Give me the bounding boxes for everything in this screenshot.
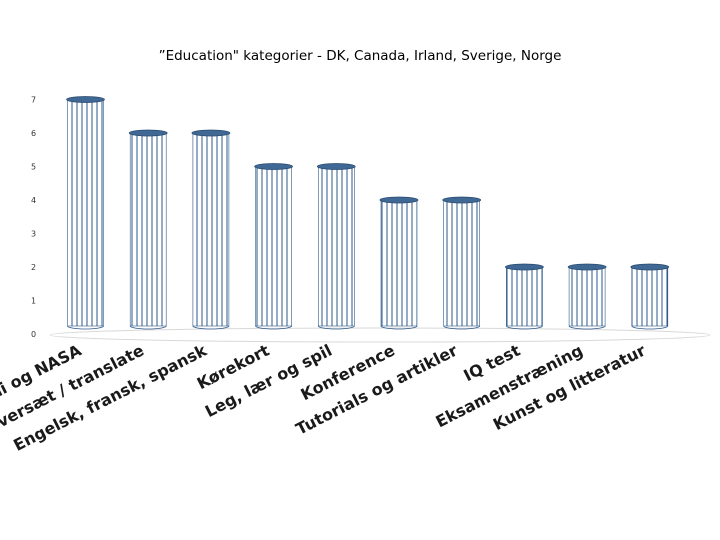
bar-top (316, 163, 356, 170)
y-tick-label: 0 (31, 330, 36, 339)
bar (254, 163, 294, 330)
y-tick-label: 1 (31, 297, 36, 306)
bar-top (442, 196, 482, 204)
bar-base (67, 325, 104, 330)
bar (128, 129, 168, 330)
bar-base (192, 325, 230, 330)
bar (442, 196, 482, 330)
bar-top (567, 263, 607, 271)
bar-base (506, 325, 543, 330)
bar-body (255, 166, 292, 327)
y-tick-label: 7 (31, 96, 36, 105)
bar-base (380, 325, 418, 330)
bar-body (568, 266, 606, 327)
bar-base (317, 325, 355, 330)
bar-top (630, 263, 670, 271)
bar (379, 196, 419, 330)
bar-top (254, 163, 294, 170)
y-tick-label: 3 (31, 230, 36, 239)
bar-body (192, 132, 230, 327)
chart-floor (49, 327, 711, 343)
bar-base (443, 325, 481, 330)
bar-body (317, 166, 355, 327)
chart-title: ”Education" kategorier - DK, Canada, Irl… (158, 48, 562, 64)
bar-top (505, 263, 544, 271)
bar-body (67, 99, 104, 327)
bar (630, 263, 670, 330)
bar-top (128, 129, 168, 137)
bar-base (631, 325, 669, 330)
bar-body (129, 132, 167, 327)
y-tick-label: 4 (31, 196, 36, 205)
bar (66, 96, 105, 330)
bar-body (380, 199, 418, 327)
y-tick-label: 2 (31, 263, 36, 272)
bar (567, 263, 607, 330)
bar (316, 163, 356, 330)
bar-top (379, 196, 419, 204)
bar-body (506, 266, 543, 327)
bar-base (568, 325, 606, 330)
bar-top (191, 129, 231, 137)
y-tick-label: 6 (31, 129, 36, 138)
bar-base (255, 325, 292, 330)
bar-body (443, 199, 481, 327)
bar-body (631, 266, 669, 327)
bar (505, 263, 544, 330)
bar-base (129, 325, 167, 330)
bar-top (66, 96, 105, 103)
y-tick-label: 5 (31, 163, 36, 172)
bar (191, 129, 231, 330)
